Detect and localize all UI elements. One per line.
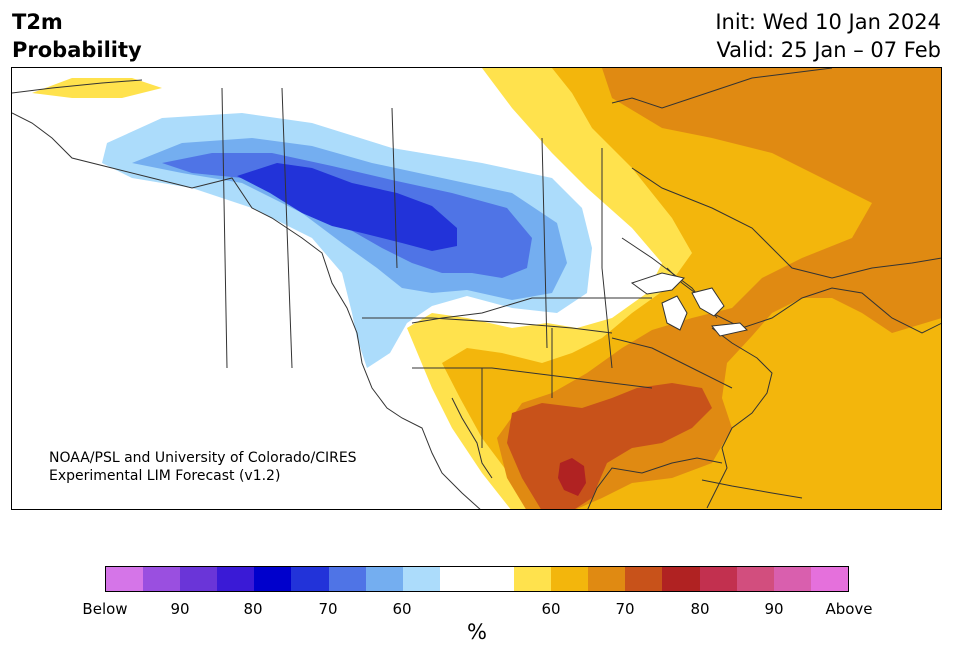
map-title: T2m Probability [12, 8, 142, 64]
colorbar-cell [143, 567, 181, 591]
forecast-dates: Init: Wed 10 Jan 2024 Valid: 25 Jan – 07… [715, 8, 941, 64]
colorbar-cell [402, 567, 440, 591]
init-date: Init: Wed 10 Jan 2024 [715, 10, 941, 34]
colorbar-cell [773, 567, 811, 591]
valid-range: Valid: 25 Jan – 07 Feb [716, 38, 941, 62]
title-line-1: T2m [12, 10, 63, 34]
colorbar-cell [439, 567, 477, 591]
colorbar-cell [810, 567, 848, 591]
colorbar-cell [662, 567, 700, 591]
colorbar-tick-label: Below [82, 600, 128, 618]
colorbar-tick-label: 90 [170, 600, 190, 618]
probability-map [11, 67, 942, 510]
colorbar-tick-label: 60 [392, 600, 412, 618]
colorbar-tick-label: 70 [318, 600, 338, 618]
colorbar-tick-label: 60 [541, 600, 561, 618]
colorbar-cell [180, 567, 218, 591]
probability-colorbar [105, 566, 849, 592]
coastlines [12, 68, 941, 509]
colorbar-tick-label: 70 [615, 600, 635, 618]
colorbar-cell [217, 567, 255, 591]
colorbar-cell [736, 567, 774, 591]
colorbar-cell [254, 567, 292, 591]
colorbar-cell [514, 567, 552, 591]
colorbar-tick-label: 80 [243, 600, 263, 618]
colorbar-cell [365, 567, 403, 591]
colorbar-cell [291, 567, 329, 591]
colorbar-cell [106, 567, 144, 591]
credit-note: NOAA/PSL and University of Colorado/CIRE… [49, 449, 357, 485]
colorbar-tick-label: 90 [764, 600, 784, 618]
colorbar-unit: % [467, 620, 487, 644]
colorbar-cell [328, 567, 366, 591]
map-canvas [12, 68, 941, 509]
colorbar-cell [551, 567, 589, 591]
colorbar-tick-label: 80 [690, 600, 710, 618]
below-90-region [237, 163, 457, 251]
above-max-region [558, 458, 586, 496]
colorbar-cell [699, 567, 737, 591]
colorbar-cell [588, 567, 626, 591]
colorbar-cell [625, 567, 663, 591]
above-80-region [497, 68, 941, 509]
colorbar-tick-label: Above [825, 600, 873, 618]
title-line-2: Probability [12, 38, 142, 62]
great-lakes [630, 272, 748, 337]
colorbar-cell [476, 567, 515, 591]
credit-line-2: Experimental LIM Forecast (v1.2) [49, 468, 281, 484]
credit-line-1: NOAA/PSL and University of Colorado/CIRE… [49, 450, 357, 466]
